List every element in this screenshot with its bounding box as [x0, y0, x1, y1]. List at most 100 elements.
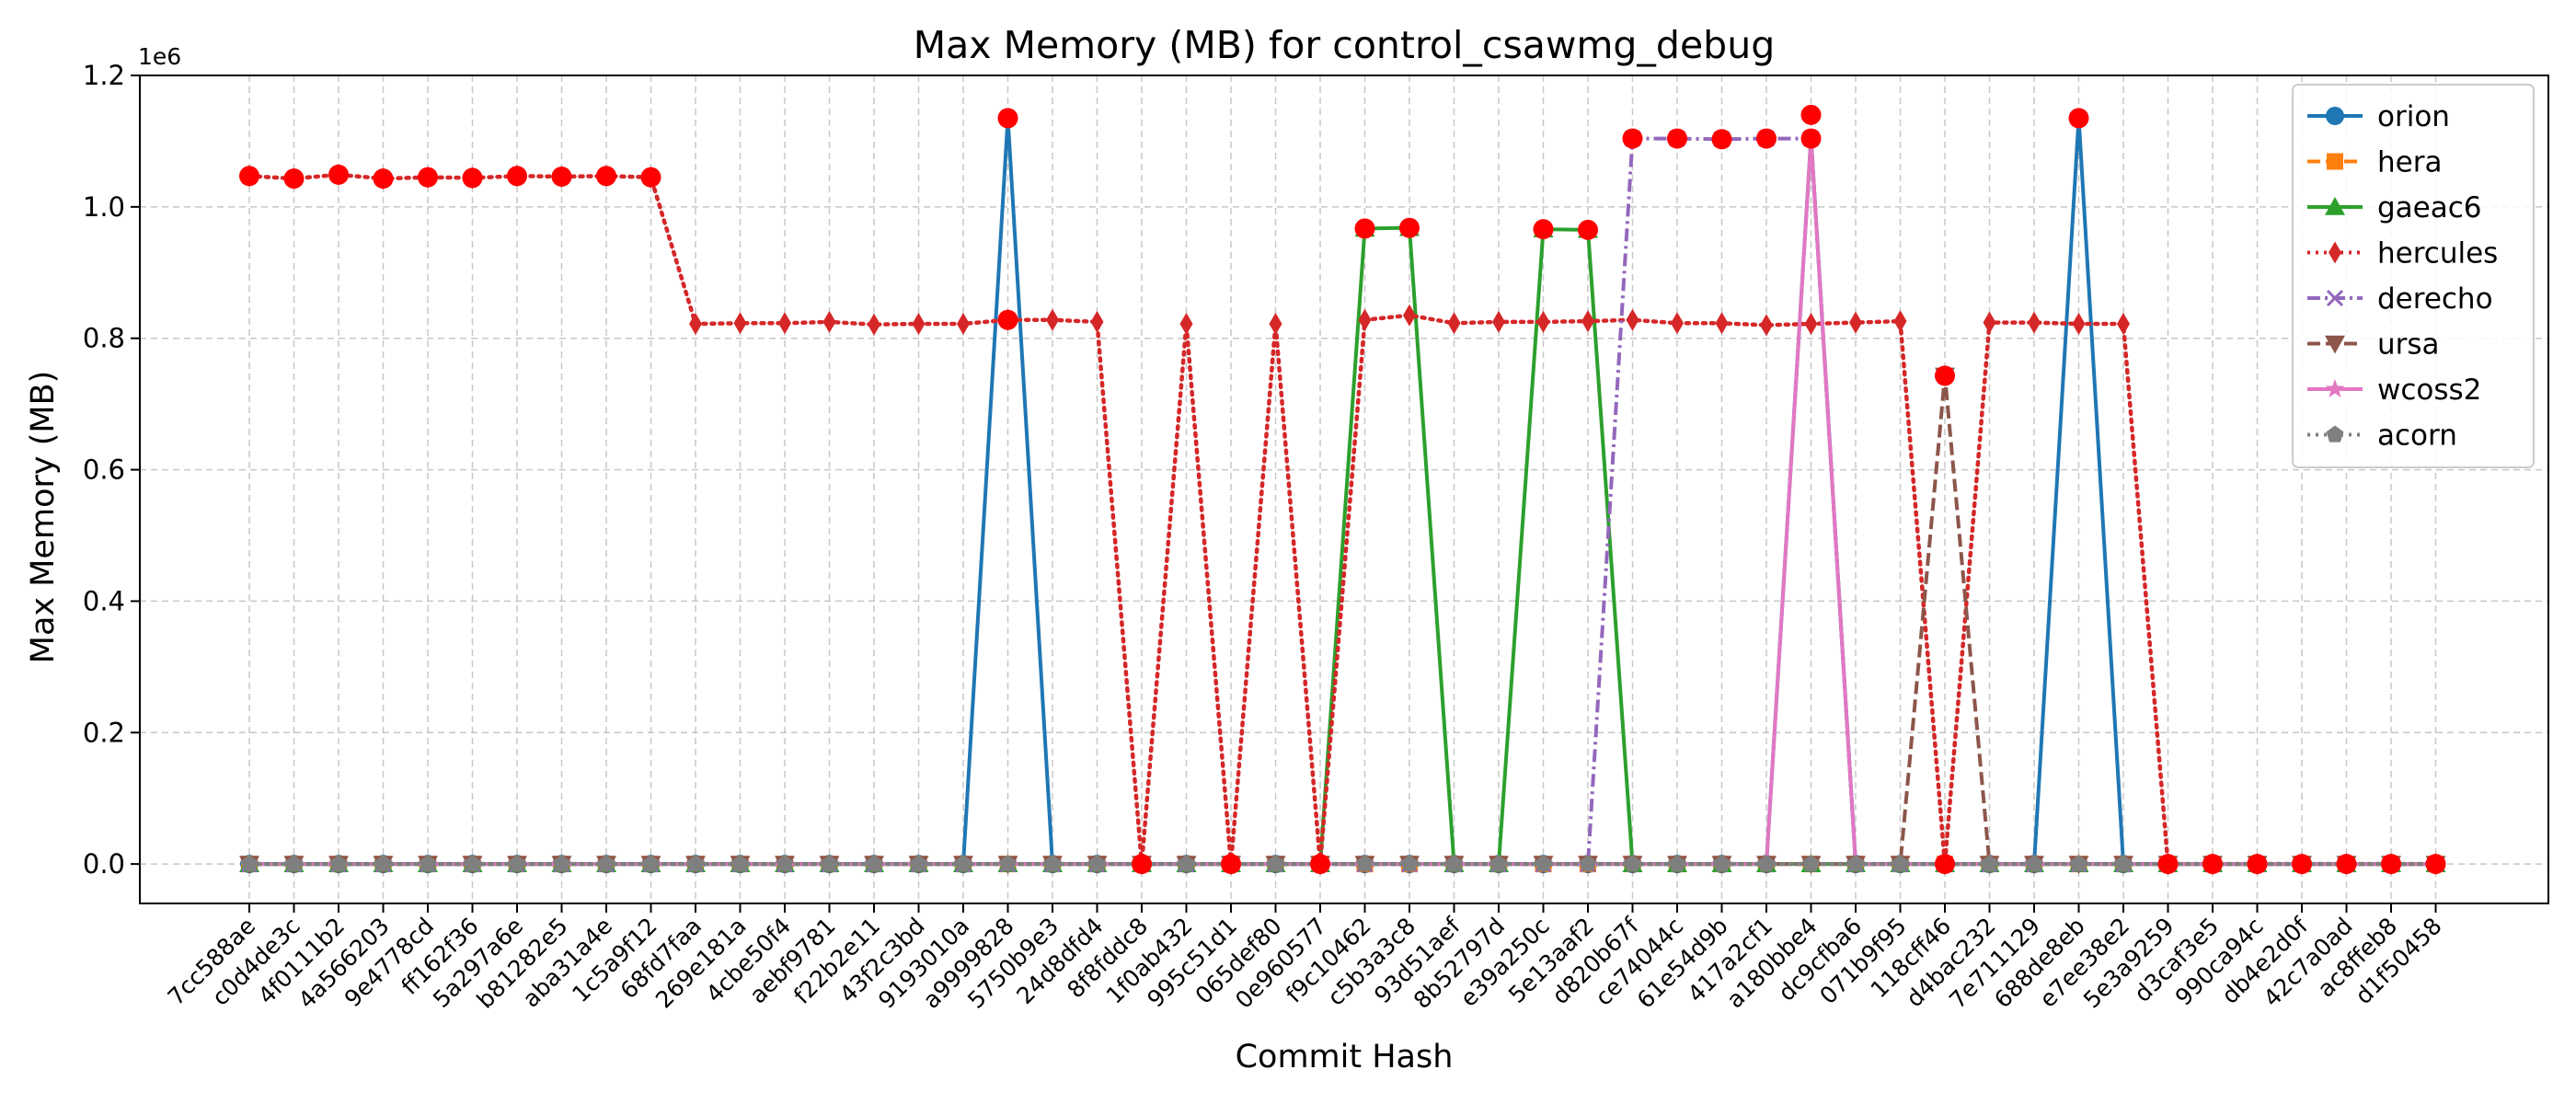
grid — [140, 75, 2548, 903]
highlight-point — [239, 166, 259, 187]
legend-label: hercules — [2377, 237, 2498, 270]
data-point-acorn — [865, 855, 883, 872]
data-point-hercules — [868, 313, 880, 336]
highlight-point — [2425, 854, 2446, 875]
data-point-hercules — [1090, 310, 1104, 333]
legend-label: wcoss2 — [2377, 374, 2481, 407]
highlight-point — [328, 164, 349, 185]
highlight-point — [1622, 128, 1643, 149]
data-point-acorn — [329, 855, 348, 872]
highlight-point — [1756, 128, 1777, 149]
y-tick-label: 1.0 — [83, 191, 125, 223]
data-point-hercules — [1179, 313, 1193, 335]
highlight-point — [373, 168, 394, 190]
data-point-hercules — [1046, 308, 1059, 331]
x-axis-label: Commit Hash — [1236, 1039, 1454, 1075]
highlight-point — [2292, 854, 2312, 875]
highlight-point — [462, 167, 483, 189]
highlight-point — [1221, 854, 1241, 875]
legend-item-hera: hera — [2307, 146, 2442, 179]
y-tick-label: 0.6 — [83, 454, 125, 486]
legend-label: hera — [2377, 146, 2442, 179]
legend-item-orion: orion — [2307, 100, 2450, 133]
legend-box — [2292, 84, 2535, 468]
data-point-acorn — [553, 855, 570, 872]
legend-marker — [2329, 241, 2341, 264]
data-point-hercules — [1536, 310, 1550, 333]
legend-label: orion — [2377, 100, 2450, 133]
data-point-hercules — [778, 312, 791, 335]
legend-item-hercules: hercules — [2307, 237, 2498, 270]
legend-label: gaeac6 — [2377, 191, 2482, 224]
data-point-hercules — [957, 313, 970, 335]
data-point-acorn — [776, 855, 794, 872]
data-point-acorn — [1535, 855, 1552, 872]
highlight-point — [1399, 217, 1420, 238]
data-point-hercules — [1358, 308, 1372, 331]
highlight-point — [640, 167, 661, 188]
data-point-hercules — [689, 313, 702, 335]
data-point-hercules — [2072, 313, 2086, 335]
data-point-acorn — [1489, 855, 1508, 872]
legend-marker — [2325, 335, 2345, 354]
data-point-acorn — [374, 855, 392, 872]
data-point-hercules — [822, 310, 836, 333]
legend-marker — [2327, 153, 2343, 170]
highlight-point — [1667, 128, 1687, 149]
data-point-acorn — [999, 855, 1017, 872]
highlight-point — [1310, 854, 1330, 875]
legend-marker — [2325, 197, 2345, 215]
data-point-acorn — [597, 855, 615, 872]
y-tick-label: 0.8 — [83, 323, 125, 354]
highlight-point — [2068, 108, 2089, 129]
highlight-point — [1533, 219, 1554, 240]
highlight-point — [507, 166, 527, 187]
legend-item-ursa: ursa — [2307, 328, 2440, 362]
data-point-hercules — [912, 313, 926, 335]
highlight-point — [418, 167, 438, 188]
y-axis-ticks: 0.0 0.2 0.4 0.6 0.8 1.0 1.2 — [83, 60, 140, 880]
legend-item-derecho: derecho — [2307, 282, 2493, 316]
data-point-acorn — [1356, 855, 1374, 872]
highlight-markers — [239, 104, 2446, 875]
data-point-acorn — [2114, 855, 2133, 872]
legend-marker — [2326, 425, 2344, 443]
highlight-point — [551, 167, 572, 187]
data-point-acorn — [910, 855, 927, 872]
highlight-point — [1935, 365, 1955, 386]
highlight-point — [2381, 854, 2401, 875]
highlight-point — [2247, 854, 2268, 875]
data-point-acorn — [1400, 855, 1419, 872]
chart-title: Max Memory (MB) for control_csawmg_debug — [914, 23, 1775, 67]
data-point-hercules — [1269, 313, 1282, 335]
data-point-hercules — [1581, 310, 1594, 333]
highlight-point — [2336, 854, 2357, 875]
data-point-acorn — [2070, 855, 2087, 872]
legend-label: derecho — [2377, 282, 2493, 316]
data-point-acorn — [2025, 855, 2043, 872]
legend-item-wcoss2: wcoss2 — [2307, 374, 2481, 407]
data-point-hercules — [2117, 313, 2130, 335]
data-point-acorn — [1713, 855, 1731, 872]
data-point-acorn — [731, 855, 749, 872]
legend-marker — [2326, 107, 2344, 125]
data-point-hercules — [2028, 311, 2041, 334]
data-point-acorn — [1178, 855, 1195, 872]
data-point-hercules — [1447, 312, 1461, 335]
data-point-acorn — [1802, 855, 1820, 872]
data-point-hercules — [1760, 314, 1773, 337]
data-point-acorn — [1043, 855, 1062, 872]
highlight-point — [1935, 854, 1955, 875]
legend-item-acorn: acorn — [2307, 420, 2457, 453]
legend: orion hera gaeac6 hercules derecho ursa wcoss2… — [2292, 84, 2535, 468]
data-point-acorn — [1088, 855, 1106, 872]
data-point-hercules — [1403, 304, 1416, 327]
highlight-point — [1578, 219, 1598, 240]
y-scale-offset-label: 1e6 — [138, 43, 181, 70]
plot-frame — [139, 75, 2549, 904]
y-tick-label: 0.2 — [83, 717, 125, 748]
data-point-acorn — [1267, 855, 1284, 872]
legend-label: acorn — [2377, 420, 2457, 453]
highlight-point — [1711, 129, 1732, 150]
